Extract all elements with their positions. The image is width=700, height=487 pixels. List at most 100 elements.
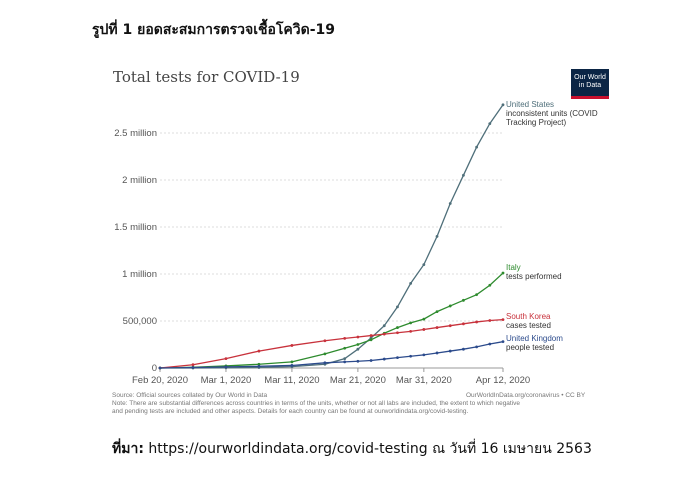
data-point <box>422 353 426 357</box>
series-line-italy <box>159 272 504 369</box>
data-point <box>158 366 162 370</box>
data-point <box>369 338 373 342</box>
data-point <box>448 202 452 205</box>
data-point <box>257 362 261 366</box>
series-label: Italy <box>506 263 521 272</box>
data-point <box>501 318 505 321</box>
data-point <box>422 317 426 321</box>
document-caption: รูปที่ 1 ยอดสะสมการตรวจเชื้อโควิด-19 <box>92 22 336 38</box>
data-point <box>382 324 386 328</box>
data-point <box>409 282 413 285</box>
series-sublabel: people tested <box>506 343 554 352</box>
data-point <box>475 320 479 324</box>
data-point <box>257 364 261 368</box>
data-point <box>488 283 492 287</box>
data-point <box>356 347 360 351</box>
y-tick-label: 1 million <box>122 269 157 280</box>
x-tick-label: Mar 11, 2020 <box>264 375 319 386</box>
data-point <box>462 298 465 302</box>
data-point <box>224 365 228 369</box>
source-text: Source: Official sources collated by Our… <box>112 392 268 399</box>
credit-text: OurWorldInData.org/coronavirus • CC BY <box>466 392 586 399</box>
data-point <box>191 366 195 369</box>
data-point <box>356 343 360 346</box>
data-point <box>382 357 386 361</box>
data-point <box>501 271 505 275</box>
data-point <box>488 122 492 125</box>
data-point <box>369 359 373 362</box>
data-point <box>462 347 465 351</box>
logo-line2: in Data <box>578 82 602 89</box>
data-point <box>475 145 479 149</box>
data-point <box>356 359 360 363</box>
data-point <box>501 340 505 344</box>
y-tick-label: 0 <box>152 363 157 374</box>
data-point <box>257 349 261 353</box>
data-point <box>409 321 413 325</box>
series-label: United Kingdom <box>506 334 563 343</box>
data-point <box>343 360 347 364</box>
owid-logo: Our World in Data <box>571 69 609 99</box>
data-point <box>475 345 479 349</box>
x-tick-label: Feb 20, 2020 <box>132 375 188 386</box>
series-line-united-kingdom <box>159 341 504 369</box>
data-point <box>422 263 426 266</box>
data-point <box>409 354 413 358</box>
series-line-united-states <box>159 104 504 369</box>
y-tick-label: 1.5 million <box>114 222 157 233</box>
data-point <box>435 310 439 313</box>
data-point <box>462 322 465 326</box>
data-point <box>396 305 399 309</box>
x-tick-label: Mar 31, 2020 <box>396 375 452 386</box>
data-point <box>356 335 360 339</box>
series-sublabel: Tracking Project) <box>506 118 567 127</box>
series-sublabel: inconsistent units (COVID <box>506 109 598 118</box>
data-point <box>323 339 327 343</box>
chart-title: Total tests for COVID-19 <box>113 68 300 86</box>
series-sublabel: cases tested <box>506 321 551 330</box>
data-point <box>343 346 347 350</box>
data-point <box>343 357 347 360</box>
data-point <box>323 361 327 365</box>
series-label: United States <box>506 100 554 109</box>
data-point <box>501 103 505 107</box>
data-point <box>382 332 386 336</box>
series-line-south-korea <box>159 318 504 369</box>
data-point <box>191 363 195 367</box>
data-point <box>409 329 413 333</box>
data-point <box>488 319 492 322</box>
data-point <box>369 334 373 337</box>
data-point <box>448 349 452 353</box>
note-line-2: and pending tests are included and other… <box>112 408 469 415</box>
y-tick-label: 2.5 million <box>114 128 157 139</box>
reference-label: ที่มา: <box>112 441 144 457</box>
x-tick-label: Mar 21, 2020 <box>330 375 386 386</box>
data-point <box>323 352 327 356</box>
data-point <box>290 344 294 347</box>
data-point <box>448 324 452 328</box>
x-tick-label: Apr 12, 2020 <box>476 375 530 386</box>
x-tick-label: Mar 1, 2020 <box>201 375 252 386</box>
y-tick-label: 2 million <box>122 175 157 186</box>
data-point <box>462 173 465 177</box>
note-line-1: Note: There are substantial differences … <box>112 400 521 407</box>
data-point <box>343 336 347 340</box>
reference-text: https://ourworldindata.org/covid-testing… <box>148 441 592 457</box>
series-label: South Korea <box>506 312 551 321</box>
logo-line1: Our World <box>574 74 606 81</box>
reference: ที่มา: https://ourworldindata.org/covid-… <box>112 438 592 460</box>
data-point <box>448 304 452 308</box>
data-point <box>435 235 439 238</box>
data-point <box>435 326 439 329</box>
y-tick-label: 500,000 <box>123 316 157 327</box>
data-point <box>290 364 294 367</box>
data-point <box>396 331 399 335</box>
data-point <box>396 326 399 329</box>
data-point <box>488 342 492 346</box>
series-sublabel: tests performed <box>506 272 562 281</box>
data-point <box>396 356 399 360</box>
data-point <box>475 293 479 297</box>
data-point <box>435 351 439 355</box>
data-point <box>290 360 294 364</box>
